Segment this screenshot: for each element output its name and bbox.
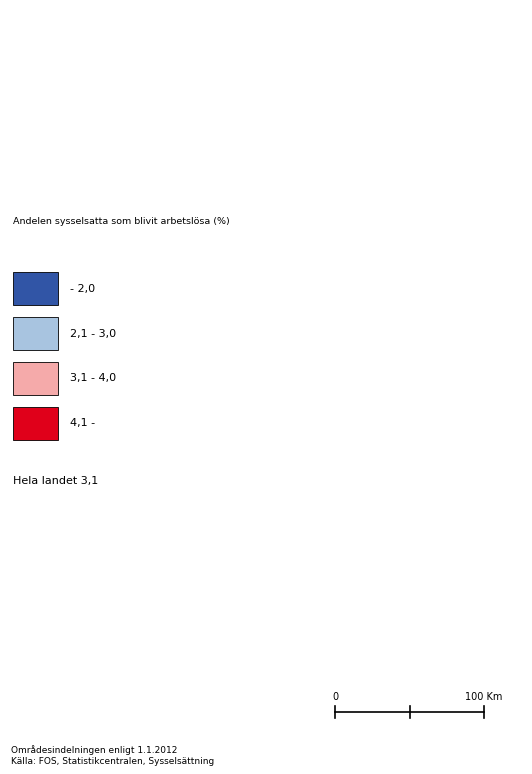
Bar [13,272,59,305]
Text: Andelen sysselsatta som blivit arbetslösa (%): Andelen sysselsatta som blivit arbetslös… [13,217,229,226]
Text: 100 Km: 100 Km [466,693,503,703]
Text: 0: 0 [332,693,338,703]
Text: Områdesindelningen enligt 1.1.2012: Områdesindelningen enligt 1.1.2012 [11,745,177,755]
Text: - 2,0: - 2,0 [70,284,95,293]
Bar [13,362,59,395]
Text: 2,1 - 3,0: 2,1 - 3,0 [70,329,116,338]
Text: Hela landet 3,1: Hela landet 3,1 [13,476,98,486]
Text: Källa: FOS, Statistikcentralen, Sysselsättning: Källa: FOS, Statistikcentralen, Sysselsä… [11,757,214,766]
Bar [13,407,59,440]
Text: 4,1 -: 4,1 - [70,419,95,428]
Bar [13,317,59,350]
Text: 3,1 - 4,0: 3,1 - 4,0 [70,374,116,383]
